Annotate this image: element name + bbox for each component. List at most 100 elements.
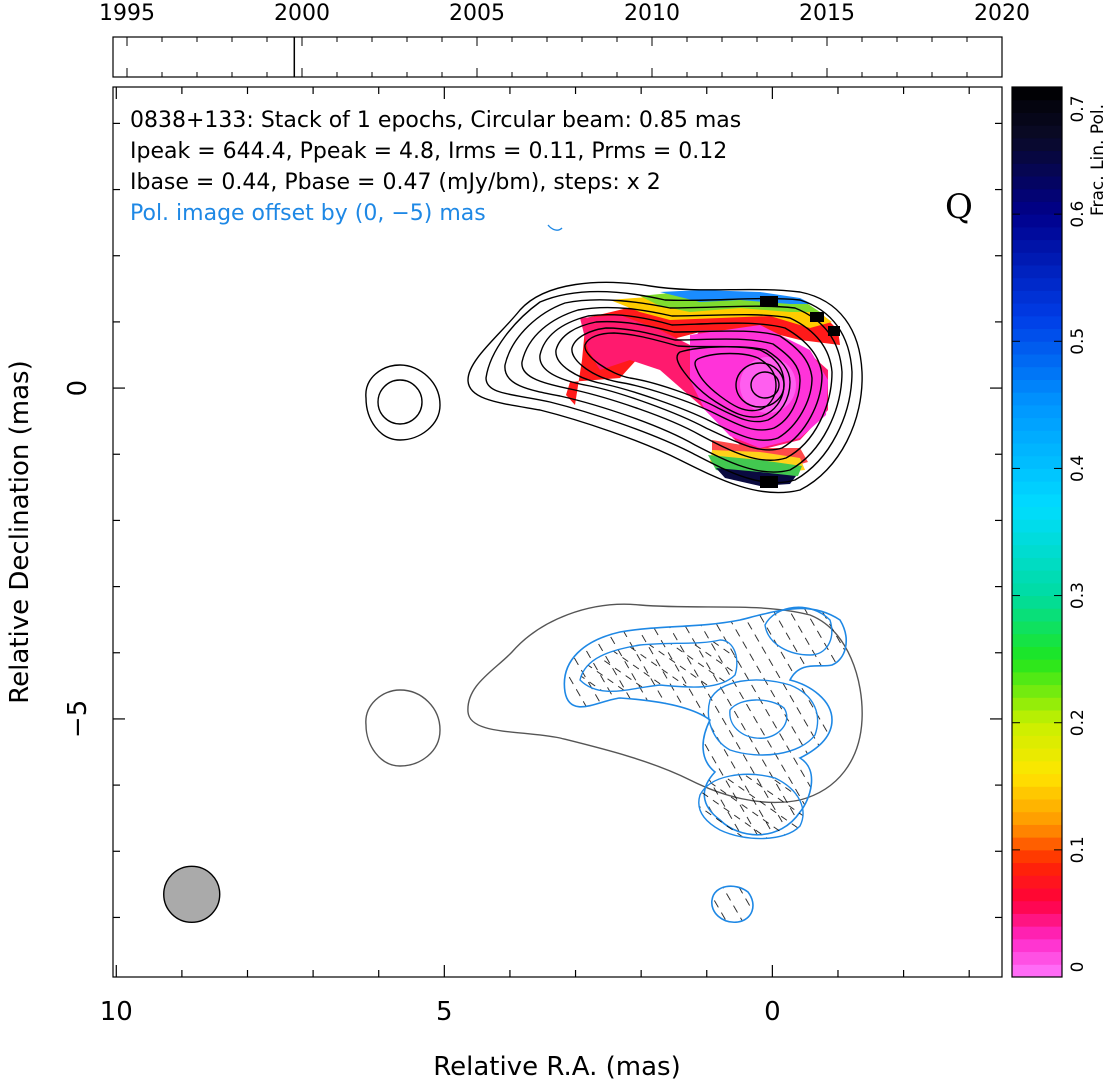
- colorbar-tick-label: 0.7: [1068, 95, 1088, 122]
- colorbar-band: [1012, 290, 1062, 304]
- colorbar-band: [1012, 735, 1062, 749]
- colorbar-band: [1012, 964, 1062, 978]
- colorbar-band: [1012, 799, 1062, 813]
- colorbar-band: [1012, 188, 1062, 202]
- timeline-year-label: 1995: [99, 1, 155, 26]
- colorbar-band: [1012, 913, 1062, 927]
- colorbar-band: [1012, 392, 1062, 406]
- colorbar-band: [1012, 315, 1062, 330]
- colorbar: 0 0.1 0.2 0.3 0.4 0.5 0.6 0.7 Frac. Lin. Pol.: [1011, 86, 1108, 978]
- y-tick-label: 0: [63, 380, 93, 397]
- colorbar-band: [1012, 824, 1062, 838]
- timeline-year-label: 2010: [624, 1, 680, 26]
- colorbar-band: [1012, 265, 1062, 279]
- timeline-year-label: 2000: [274, 1, 330, 26]
- colorbar-band: [1012, 150, 1062, 164]
- x-tick-labels: 10 5 0: [100, 997, 781, 1027]
- timeline-year-label: 2020: [974, 1, 1030, 26]
- timeline-ticks: [126, 37, 1003, 77]
- y-tick-label: −5: [63, 700, 93, 738]
- colorbar-band: [1012, 87, 1062, 101]
- colorbar-band: [1012, 900, 1062, 914]
- colorbar-band: [1012, 595, 1062, 609]
- frac-pol-colormap: [566, 290, 840, 488]
- colorbar-band: [1012, 430, 1062, 444]
- colorbar-band: [1012, 646, 1062, 660]
- x-axis-ticks: [115, 87, 970, 977]
- colorbar-tick-label: 0.5: [1068, 328, 1088, 355]
- timeline-year-label: 2015: [799, 1, 855, 26]
- colorbar-band: [1012, 468, 1062, 482]
- colorbar-tick-label: 0.4: [1068, 455, 1088, 482]
- colorbar-band: [1012, 417, 1062, 431]
- colorbar-band: [1012, 481, 1062, 495]
- colorbar-band: [1012, 671, 1062, 686]
- colorbar-band: [1012, 951, 1062, 965]
- epoch-timeline: 1995 2000 2005 2010 2015 2020: [99, 1, 1030, 78]
- colorbar-band: [1012, 773, 1062, 787]
- beam-ellipse: [163, 865, 221, 923]
- colorbar-band: [1012, 226, 1062, 241]
- colorbar-band: [1012, 404, 1062, 419]
- colorbar-band: [1012, 532, 1062, 546]
- colorbar-band: [1012, 201, 1062, 215]
- colorbar-band: [1012, 875, 1062, 889]
- colorbar-tick-label: 0.1: [1068, 836, 1088, 863]
- colorbar-band: [1012, 341, 1062, 355]
- timeline-frame: [112, 36, 1003, 78]
- colorbar-band: [1012, 303, 1062, 317]
- colorbar-band: [1012, 252, 1062, 266]
- colorbar-bands: [1012, 87, 1062, 978]
- colorbar-band: [1012, 888, 1062, 902]
- y-tick-labels: 0 −5: [63, 380, 93, 738]
- polarization-contours: [547, 224, 847, 923]
- annotation-line-4: Pol. image offset by (0, −5) mas: [130, 201, 486, 226]
- plot-frame: [112, 86, 1003, 978]
- colorbar-band: [1012, 99, 1062, 113]
- colorbar-band: [1012, 443, 1062, 457]
- colorbar-band: [1012, 621, 1062, 635]
- class-label: Q: [945, 187, 973, 227]
- colorbar-band: [1012, 570, 1062, 584]
- colorbar-band: [1012, 277, 1062, 291]
- colorbar-band: [1012, 849, 1062, 864]
- total-intensity-contours: [365, 281, 863, 494]
- colorbar-band: [1012, 506, 1062, 520]
- timeline-year-labels: 1995 2000 2005 2010 2015 2020: [99, 1, 1030, 26]
- colorbar-band: [1012, 722, 1062, 736]
- colorbar-band: [1012, 710, 1062, 724]
- colorbar-band: [1012, 659, 1062, 673]
- colorbar-band: [1012, 544, 1062, 558]
- colorbar-band: [1012, 748, 1062, 762]
- colorbar-tick-label: 0.6: [1068, 201, 1088, 228]
- colorbar-band: [1012, 112, 1062, 126]
- colorbar-frame: [1011, 86, 1063, 978]
- x-tick-label: 10: [100, 997, 133, 1027]
- colorbar-band: [1012, 608, 1062, 622]
- colorbar-band: [1012, 633, 1062, 647]
- colorbar-band: [1012, 176, 1062, 190]
- colorbar-band: [1012, 557, 1062, 571]
- annotation-line-2: Ipeak = 644.4, Ppeak = 4.8, Irms = 0.11,…: [130, 139, 727, 164]
- colorbar-band: [1012, 697, 1062, 711]
- colorbar-band: [1012, 811, 1062, 825]
- colorbar-tick-label: 0.2: [1068, 709, 1088, 736]
- colorbar-band: [1012, 239, 1062, 253]
- colorbar-band: [1012, 214, 1062, 228]
- colorbar-band: [1012, 862, 1062, 876]
- colorbar-band: [1012, 493, 1062, 508]
- colorbar-band: [1012, 366, 1062, 380]
- colorbar-band: [1012, 582, 1062, 597]
- colorbar-band: [1012, 786, 1062, 800]
- y-axis-label: Relative Declination (mas): [5, 360, 35, 703]
- colorbar-tick-labels: 0 0.1 0.2 0.3 0.4 0.5 0.6 0.7: [1012, 86, 1088, 978]
- colorbar-band: [1012, 926, 1062, 940]
- x-axis-label: Relative R.A. (mas): [433, 1052, 680, 1082]
- x-tick-label: 5: [436, 997, 453, 1027]
- colorbar-band: [1012, 684, 1062, 698]
- colorbar-label: Frac. Lin. Pol.: [1088, 104, 1108, 216]
- annotation-line-1: 0838+133: Stack of 1 epochs, Circular be…: [130, 108, 741, 133]
- annotation-line-3: Ibase = 0.44, Pbase = 0.47 (mJy/bm), ste…: [130, 170, 661, 195]
- colorbar-band: [1012, 938, 1062, 953]
